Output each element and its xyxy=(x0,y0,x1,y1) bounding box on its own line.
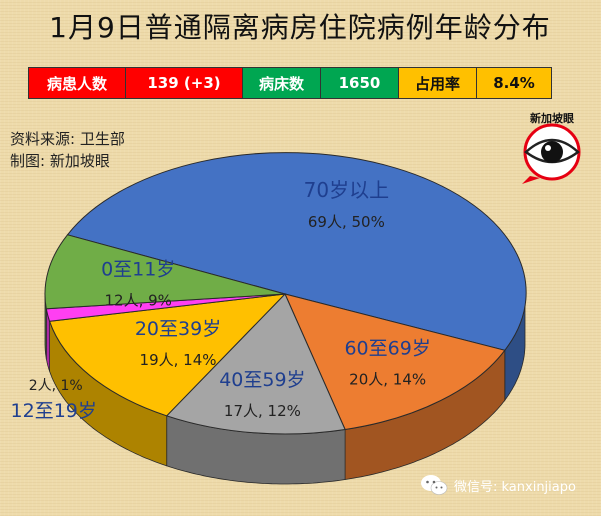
slice-count-label: 19人, 14% xyxy=(140,351,217,369)
slice-count-label: 12人, 9% xyxy=(105,292,172,310)
watermark-text: 微信号: kanxinjiapo xyxy=(454,479,576,495)
pie-slice-70岁以上 xyxy=(66,152,527,351)
pie-slice-60至69岁 xyxy=(284,293,506,431)
slice-name-label: 12至19岁 xyxy=(11,400,97,422)
pie-labels: 70岁以上 69人, 50% 60至69岁 20人, 14% 40至59岁 17人, 12… xyxy=(11,178,431,422)
source-line: 资料来源: 卫生部 xyxy=(10,130,125,148)
wechat-icon xyxy=(421,475,448,495)
occupancy-value: 8.4% xyxy=(477,68,551,98)
eye-logo-icon: 新加坡眼 xyxy=(512,108,592,188)
logo-text: 新加坡眼 xyxy=(530,112,574,125)
occupancy-label: 占用率 xyxy=(399,68,477,98)
slice-name-label: 60至69岁 xyxy=(344,337,430,359)
source-note: 资料来源: 卫生部 制图: 新加坡眼 xyxy=(10,128,125,172)
credit-line: 制图: 新加坡眼 xyxy=(10,152,110,170)
pie-tops xyxy=(44,152,527,435)
slice-name-label: 40至59岁 xyxy=(219,369,305,391)
patients-label: 病患人数 xyxy=(29,68,126,98)
chart-title: 1月9日普通隔离病房住院病例年龄分布 xyxy=(49,11,551,44)
slice-count-label: 2人, 1% xyxy=(29,378,83,394)
watermark: 微信号: kanxinjiapo xyxy=(420,474,576,496)
beds-label: 病床数 xyxy=(243,68,321,98)
pie-slice-0至11岁 xyxy=(44,234,286,310)
pie-slice-40至59岁 xyxy=(165,293,346,435)
slice-count-label: 17人, 12% xyxy=(224,402,301,420)
patients-value: 139 (+3) xyxy=(126,68,243,98)
slice-name-label: 0至11岁 xyxy=(101,259,175,281)
slice-name-label: 20至39岁 xyxy=(135,318,221,340)
stats-bar: 病患人数 139 (+3) 病床数 1650 占用率 8.4% xyxy=(28,67,552,99)
pie-sides xyxy=(44,294,526,485)
slice-count-label: 20人, 14% xyxy=(349,370,426,388)
pie-slice-20至39岁 xyxy=(48,293,287,417)
beds-value: 1650 xyxy=(321,68,399,98)
slice-name-label: 70岁以上 xyxy=(304,178,389,202)
slice-count-label: 69人, 50% xyxy=(308,213,385,231)
